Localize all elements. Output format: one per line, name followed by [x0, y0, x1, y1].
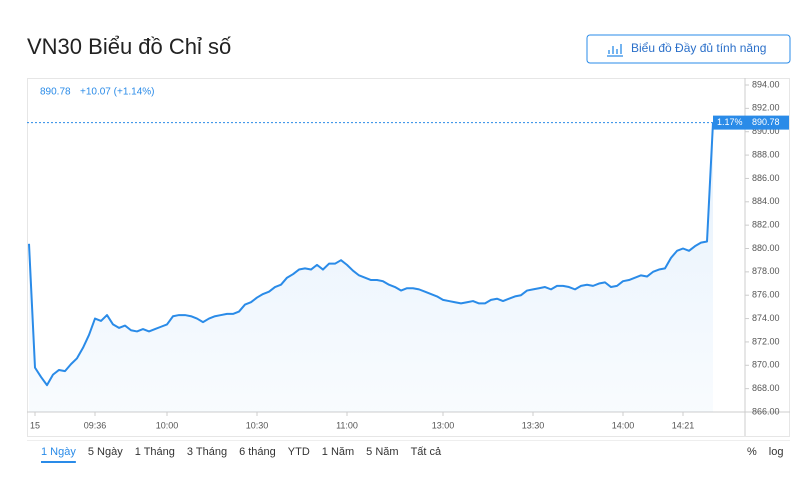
- chart-frame: [27, 78, 790, 437]
- y-tick-label: 868.00: [752, 383, 780, 393]
- y-tick-label: 890.00: [752, 126, 780, 136]
- x-tick-label: 13:00: [432, 420, 455, 430]
- range-option[interactable]: 1 Tháng: [135, 446, 175, 458]
- y-tick-label: 878.00: [752, 266, 780, 276]
- chart-title: VN30 Biểu đồ Chỉ số: [27, 34, 231, 59]
- y-tick-label: 880.00: [752, 243, 780, 253]
- y-tick-label: 888.00: [752, 149, 780, 159]
- x-tick-label: 10:00: [156, 420, 179, 430]
- readout-value: 890.78: [40, 87, 71, 98]
- x-tick-label: 14:00: [612, 420, 635, 430]
- range-option[interactable]: 5 Ngày: [88, 446, 123, 458]
- scale-option[interactable]: %: [747, 446, 757, 458]
- range-option[interactable]: 1 Ngày: [41, 446, 76, 458]
- x-tick-label: 14:21: [672, 420, 695, 430]
- range-option[interactable]: Tất cả: [411, 446, 442, 458]
- range-option[interactable]: 6 tháng: [239, 446, 276, 458]
- y-tick-label: 886.00: [752, 173, 780, 183]
- full-chart-button[interactable]: [586, 34, 791, 64]
- x-tick-label: 10:30: [246, 420, 269, 430]
- button-icon: [607, 44, 623, 57]
- x-tick-label: 15: [30, 420, 40, 430]
- area: [29, 122, 713, 412]
- last-change-label: 1.17%: [717, 117, 743, 127]
- y-tick-label: 894.00: [752, 79, 780, 89]
- price-line: [28, 122, 714, 387]
- range-option[interactable]: YTD: [288, 446, 310, 458]
- x-tick-label: 09:36: [84, 420, 107, 430]
- range-option[interactable]: 3 Tháng: [187, 446, 227, 458]
- scale-option[interactable]: log: [769, 446, 784, 458]
- range-option[interactable]: 1 Năm: [322, 446, 354, 458]
- last-price-label: 890.78: [752, 117, 780, 127]
- y-tick-label: 866.00: [752, 406, 780, 416]
- y-tick-label: 884.00: [752, 196, 780, 206]
- y-tick-label: 872.00: [752, 336, 780, 346]
- range-option[interactable]: 5 Năm: [366, 446, 398, 458]
- y-tick-label: 876.00: [752, 290, 780, 300]
- y-tick-label: 874.00: [752, 313, 780, 323]
- y-tick-label: 882.00: [752, 220, 780, 230]
- x-tick-label: 11:00: [336, 420, 358, 430]
- y-tick-label: 892.00: [752, 103, 780, 113]
- last-price-badge: [713, 115, 789, 130]
- y-tick-label: 870.00: [752, 360, 780, 370]
- button-label[interactable]: Biểu đồ Đầy đủ tính năng: [631, 41, 766, 55]
- readout-change: +10.07 (+1.14%): [80, 87, 155, 98]
- x-tick-label: 13:30: [522, 420, 545, 430]
